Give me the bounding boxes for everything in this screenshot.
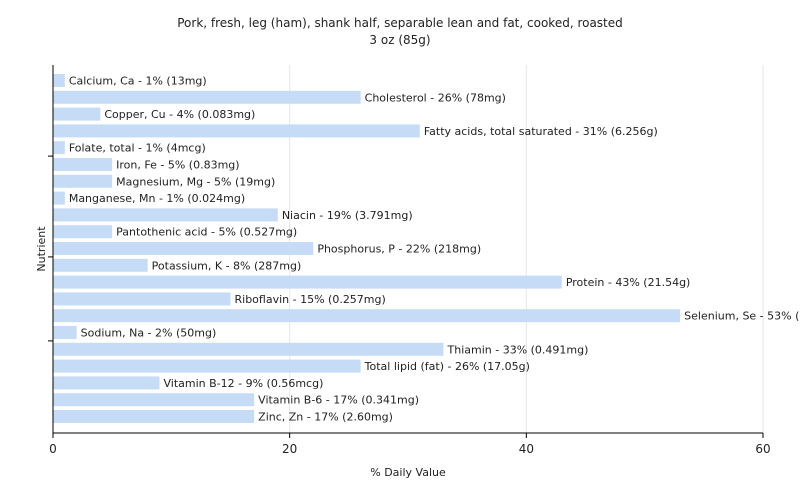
bar-label: Vitamin B-6 - 17% (0.341mg) xyxy=(258,394,419,407)
bar-label: Niacin - 19% (3.791mg) xyxy=(282,209,413,222)
bar xyxy=(53,292,231,306)
axes: 0 20 40 60 xyxy=(48,65,771,456)
bar xyxy=(53,309,681,323)
x-axis-label: % Daily Value xyxy=(370,466,446,479)
bar xyxy=(53,141,65,155)
bar xyxy=(53,90,361,104)
bar xyxy=(53,74,65,87)
bar-label: Zinc, Zn - 17% (2.60mg) xyxy=(258,411,393,424)
bar xyxy=(53,275,562,289)
bar-label: Riboflavin - 15% (0.257mg) xyxy=(235,293,386,306)
bar xyxy=(53,410,255,423)
bar xyxy=(53,158,113,171)
y-axis-label: Nutrient xyxy=(35,226,48,272)
bar xyxy=(53,174,113,188)
bar xyxy=(53,124,420,138)
bar-label: Magnesium, Mg - 5% (19mg) xyxy=(116,175,275,188)
bar xyxy=(53,225,113,239)
bar xyxy=(53,359,361,373)
bar-label: Sodium, Na - 2% (50mg) xyxy=(81,327,217,340)
bar xyxy=(53,242,314,255)
bar xyxy=(53,342,444,356)
x-tick-label: 40 xyxy=(519,442,534,456)
bar xyxy=(53,258,148,272)
bar-label: Potassium, K - 8% (287mg) xyxy=(152,259,302,272)
bar xyxy=(53,393,255,407)
bar-label: Manganese, Mn - 1% (0.024mg) xyxy=(69,192,245,205)
chart-title: Pork, fresh, leg (ham), shank half, sepa… xyxy=(177,16,623,30)
bar xyxy=(53,107,101,121)
bar-label: Phosphorus, P - 22% (218mg) xyxy=(317,243,481,256)
bar-label: Cholesterol - 26% (78mg) xyxy=(365,91,506,104)
bar-label: Fatty acids, total saturated - 31% (6.25… xyxy=(424,125,658,138)
bar-label: Calcium, Ca - 1% (13mg) xyxy=(69,75,207,88)
x-tick-label: 20 xyxy=(282,442,297,456)
bar xyxy=(53,376,160,390)
bar-label: Pantothenic acid - 5% (0.527mg) xyxy=(116,226,297,239)
bar xyxy=(53,208,278,222)
bars: Calcium, Ca - 1% (13mg) Cholesterol - 26%… xyxy=(53,74,800,424)
bar-label: Folate, total - 1% (4mcg) xyxy=(69,142,206,155)
bar-label: Total lipid (fat) - 26% (17.05g) xyxy=(364,360,530,373)
x-tick-label: 60 xyxy=(755,442,770,456)
bar-label: Copper, Cu - 4% (0.083mg) xyxy=(104,108,255,121)
x-tick-label: 0 xyxy=(49,442,57,456)
bar-label: Iron, Fe - 5% (0.83mg) xyxy=(116,159,239,172)
bar-label: Selenium, Se - 53% (36.8mcg) xyxy=(684,310,800,323)
bar-label: Protein - 43% (21.54g) xyxy=(566,276,691,289)
bar xyxy=(53,326,77,339)
chart-subtitle: 3 oz (85g) xyxy=(369,33,430,47)
bar-label: Thiamin - 33% (0.491mg) xyxy=(447,343,589,356)
bar-label: Vitamin B-12 - 9% (0.56mcg) xyxy=(164,377,324,390)
bar xyxy=(53,191,65,205)
